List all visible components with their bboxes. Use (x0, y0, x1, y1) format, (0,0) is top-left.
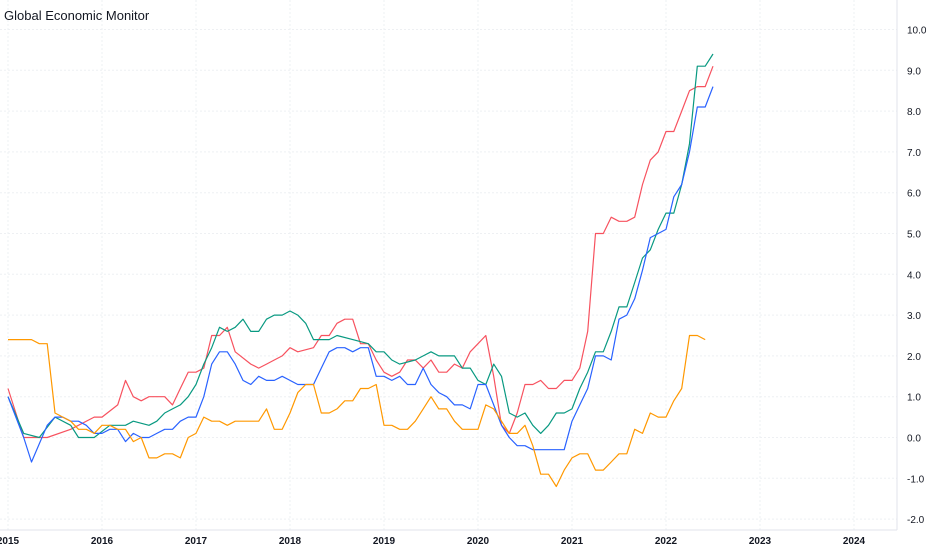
series-layer (7, 53, 714, 488)
grid (0, 0, 897, 530)
chart-title: Global Economic Monitor (4, 8, 150, 23)
x-tick-label: 2023 (749, 536, 772, 547)
y-axis[interactable]: -2.0 -1.0 0.0 1.0 2.0 3.0 4.0 5.0 6.0 7.0 8.0 9.0 10… (907, 26, 927, 527)
y-tick-label: 8.0 (907, 107, 921, 118)
series-line-4 (8, 334, 706, 488)
x-axis[interactable]: 2015 2016 2017 2018 2019 2020 2021 2022 2023 2024 (0, 536, 866, 547)
y-tick-label: -1.0 (907, 474, 925, 485)
x-tick-label: 2021 (561, 536, 584, 547)
x-tick-label: 2020 (467, 536, 490, 547)
x-tick-label: 2017 (185, 536, 208, 547)
y-tick-label: 7.0 (907, 148, 921, 159)
series-line-3 (7, 86, 714, 463)
x-tick-label: 2015 (0, 536, 20, 547)
y-tick-label: 6.0 (907, 189, 921, 200)
y-tick-label: 4.0 (907, 270, 921, 281)
x-tick-label: 2019 (373, 536, 396, 547)
y-tick-label: 9.0 (907, 66, 921, 77)
x-tick-label: 2018 (279, 536, 302, 547)
x-tick-label: 2016 (91, 536, 114, 547)
series-line-2 (7, 53, 714, 439)
series-line-1 (7, 65, 714, 439)
y-tick-label: 1.0 (907, 393, 921, 404)
x-tick-label: 2022 (655, 536, 678, 547)
y-tick-label: 5.0 (907, 230, 921, 241)
y-tick-label: 10.0 (907, 26, 927, 37)
y-tick-label: 2.0 (907, 352, 921, 363)
x-tick-label: 2024 (843, 536, 866, 547)
y-tick-label: -2.0 (907, 515, 925, 526)
y-tick-label: 3.0 (907, 311, 921, 322)
y-tick-label: 0.0 (907, 434, 921, 445)
